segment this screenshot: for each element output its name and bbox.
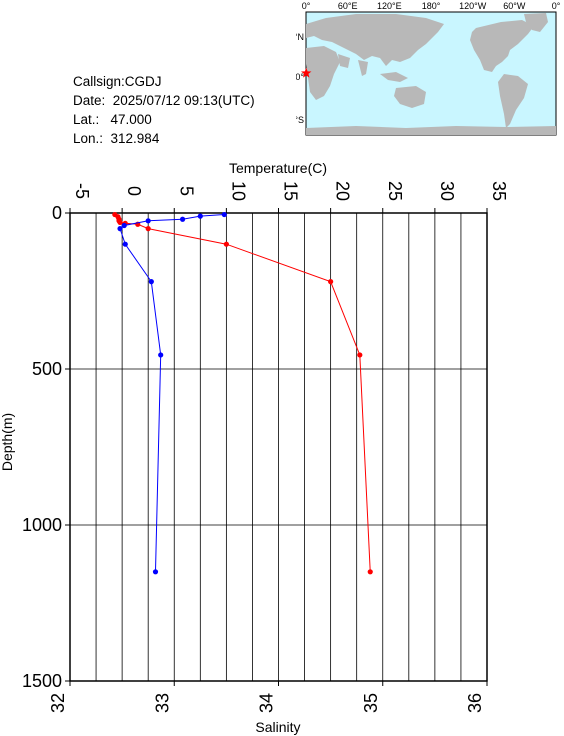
map-longitude-label: 60°W <box>503 1 526 11</box>
map-latitude-label: 60°S <box>296 115 304 125</box>
map-longitude-label: 180° <box>422 1 441 11</box>
land-antarctica <box>306 126 556 135</box>
latitude-text: Lat.: 47.000 <box>73 112 152 127</box>
map-longitude-label: 120°E <box>377 1 402 11</box>
land-australia <box>394 86 426 108</box>
temperature-data-point <box>357 352 363 358</box>
date-text: Date: 2025/07/12 09:13(UTC) <box>73 93 255 108</box>
salinity-data-point <box>121 222 127 229</box>
map-longitude-label: 0° <box>302 1 311 11</box>
land-north-america <box>470 20 534 72</box>
salinity-tick-label: 33 <box>152 693 172 713</box>
depth-axis-label: Depth(m) <box>0 413 15 471</box>
map-longitude-label: 120°W <box>459 1 487 11</box>
temperature-tick-label: 15 <box>281 181 301 201</box>
temperature-tick-label: 0 <box>124 186 144 196</box>
depth-tick-label: 0 <box>52 203 62 223</box>
temperature-tick-label: 25 <box>385 181 405 201</box>
temperature-tick-label: 5 <box>176 186 196 196</box>
temperature-data-point <box>328 279 334 285</box>
salinity-data-point <box>152 569 159 575</box>
map-longitude-label: 0° <box>552 1 561 11</box>
salinity-axis-label: Salinity <box>255 719 300 735</box>
depth-tick-label: 1500 <box>22 671 62 691</box>
map-latitude-label: 60°N <box>296 32 304 42</box>
map-land <box>306 13 556 135</box>
map-longitude-label: 60°E <box>338 1 358 11</box>
land-japan <box>412 36 420 50</box>
land-south-america <box>498 74 528 128</box>
salinity-tick-label: 32 <box>48 693 68 713</box>
depth-tick-labels: 0 500 1000 1500 <box>22 203 70 691</box>
salinity-data-point <box>117 226 123 232</box>
station-info: Callsign:CGDJ Date: 2025/07/12 09:13(UTC… <box>73 72 255 148</box>
location-map: 0° 60°E 120°E 180° 120°W 60°W 0° 60°N 0° 60°S <box>296 1 561 136</box>
temperature-tick-label: 20 <box>333 181 353 201</box>
land-india <box>358 60 368 76</box>
grid-lines <box>69 213 488 681</box>
temperature-profile-line <box>114 214 371 572</box>
salinity-data-point <box>122 241 128 247</box>
temperature-data-point <box>117 219 123 225</box>
salinity-profile-line <box>119 214 225 572</box>
salinity-data-point <box>145 218 151 224</box>
temperature-axis-label: Temperature(C) <box>229 160 327 176</box>
marker-star-icon <box>300 67 312 78</box>
salinity-tick-label: 36 <box>465 693 485 713</box>
temperature-data-point <box>223 241 229 247</box>
salinity-data-point <box>179 216 186 222</box>
ts-profile-chart: -5 0 5 10 15 20 25 30 35 32 33 34 35 36 0 500 1000 1500… <box>0 160 509 735</box>
map-top-labels: 0° 60°E 120°E 180° 120°W 60°W 0° <box>302 1 561 11</box>
salinity-tick-label: 34 <box>257 693 277 713</box>
land-eurasia <box>306 14 444 66</box>
temperature-tick-label: 30 <box>437 181 457 201</box>
temperature-data-point <box>367 569 373 575</box>
temperature-data-point <box>145 226 151 232</box>
map-side-labels: 60°N 0° 60°S <box>296 32 304 125</box>
salinity-tick-label: 35 <box>361 693 381 713</box>
longitude-text: Lon.: 312.984 <box>73 131 160 146</box>
salinity-data-point <box>221 211 227 218</box>
land-africa <box>306 46 340 100</box>
land-indonesia <box>380 72 408 82</box>
land-arabia <box>338 54 350 68</box>
temperature-tick-label: 35 <box>489 181 509 201</box>
callsign-text: Callsign:CGDJ <box>73 74 162 89</box>
depth-tick-label: 1000 <box>22 515 62 535</box>
salinity-data-point <box>197 213 203 219</box>
salinity-data-point <box>158 352 164 358</box>
temperature-tick-labels: -5 0 5 10 15 20 25 30 35 <box>69 181 509 213</box>
land-greenland <box>524 13 548 32</box>
depth-tick-label: 500 <box>32 359 62 379</box>
salinity-tick-labels: 32 33 34 35 36 <box>48 681 488 713</box>
map-latitude-label: 0° <box>296 72 304 82</box>
salinity-data-point <box>148 279 154 285</box>
temperature-tick-label: -5 <box>72 183 92 199</box>
series-layer <box>112 211 373 575</box>
temperature-tick-label: 10 <box>228 181 248 201</box>
